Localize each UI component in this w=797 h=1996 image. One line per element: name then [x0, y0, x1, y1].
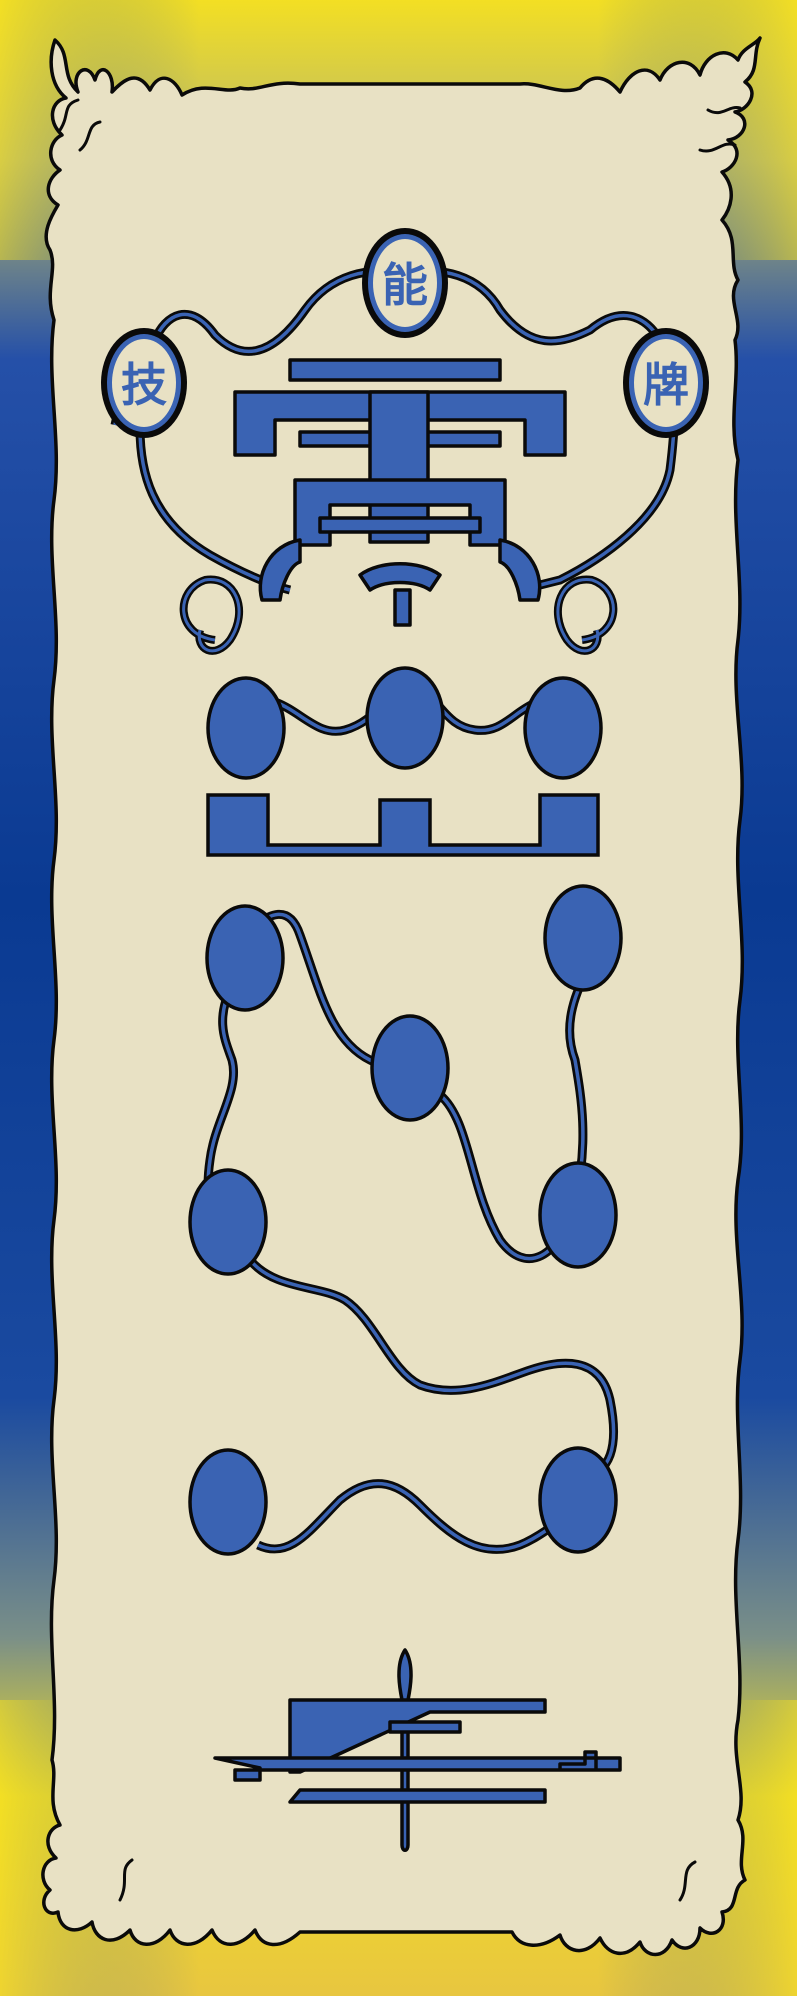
- sword-rune-icon: [213, 1648, 622, 1852]
- top-fringe: [58, 98, 742, 1902]
- seal-top: 能: [362, 228, 448, 338]
- meander-drops: [188, 884, 623, 1556]
- seal-left: 技: [101, 328, 187, 438]
- seal-char-right: 牌: [643, 358, 689, 412]
- cloud-swirl-icon: [179, 575, 618, 655]
- seal-right: 牌: [623, 328, 709, 438]
- triple-drops: [206, 666, 603, 780]
- seal-char-top: 能: [382, 258, 428, 312]
- thunder-rune-icon: [233, 358, 567, 627]
- seal-char-left: 技: [121, 358, 167, 412]
- mountain-bar: [206, 793, 600, 857]
